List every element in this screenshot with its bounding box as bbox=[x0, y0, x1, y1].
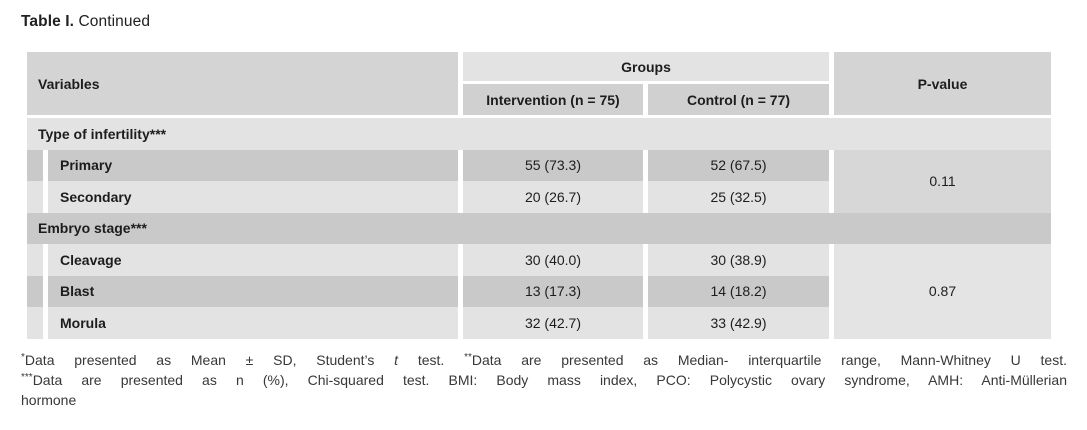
footnote-line-3: hormone bbox=[21, 390, 1067, 410]
pvalue-cell-embryo-stage: 0.87 bbox=[834, 244, 1051, 339]
cell-value: 32 (42.7) bbox=[463, 307, 643, 339]
pvalue-cell-infertility: 0.11 bbox=[834, 149, 1051, 213]
row-indent-strip bbox=[27, 307, 43, 339]
col-header-control: Control (n = 77) bbox=[648, 84, 829, 115]
section-row-type-of-infertility: Type of infertility*** bbox=[27, 118, 1051, 150]
table-title-number: Table I. bbox=[21, 13, 75, 30]
footnote-line-2: ***Data are presented as n (%), Chi-squa… bbox=[21, 370, 1067, 390]
row-label-morula: Morula bbox=[48, 307, 458, 339]
row-indent-strip bbox=[27, 244, 43, 276]
cell-value: 33 (42.9) bbox=[648, 307, 829, 339]
table-title-suffix: Continued bbox=[78, 13, 151, 30]
row-indent-strip bbox=[27, 149, 43, 181]
row-label-blast: Blast bbox=[48, 275, 458, 307]
cell-value: 30 (40.0) bbox=[463, 244, 643, 276]
cell-value: 13 (17.3) bbox=[463, 275, 643, 307]
table-footnotes: *Data presented as Mean ± SD, Student’s … bbox=[21, 350, 1067, 410]
cell-value: 30 (38.9) bbox=[648, 244, 829, 276]
footnote-text: test. bbox=[398, 352, 465, 368]
col-header-variables: Variables bbox=[27, 52, 458, 115]
row-indent-strip bbox=[27, 181, 43, 213]
footnote-marker: *** bbox=[21, 372, 33, 383]
cell-value: 14 (18.2) bbox=[648, 275, 829, 307]
cell-value: 20 (26.7) bbox=[463, 181, 643, 213]
footnote-text: Data presented as Mean ± SD, Student’s bbox=[24, 352, 395, 368]
footnote-line-1: *Data presented as Mean ± SD, Student’s … bbox=[21, 350, 1067, 370]
table-title: Table I. Continued bbox=[21, 13, 150, 31]
footnote-marker: * bbox=[21, 352, 25, 363]
row-indent-strip bbox=[27, 275, 43, 307]
footnote-text: Data are presented as n (%), Chi-squared… bbox=[32, 372, 1067, 388]
cell-value: 52 (67.5) bbox=[648, 149, 829, 181]
data-table: Variables Groups Intervention (n = 75) C… bbox=[27, 52, 1051, 339]
footnote-marker: ** bbox=[464, 352, 472, 363]
footnote-text: hormone bbox=[21, 392, 77, 408]
row-label-primary: Primary bbox=[48, 149, 458, 181]
col-header-pvalue: P-value bbox=[834, 52, 1051, 115]
row-label-secondary: Secondary bbox=[48, 181, 458, 213]
cell-value: 25 (32.5) bbox=[648, 181, 829, 213]
col-header-groups: Groups bbox=[463, 52, 829, 81]
footnote-text: t bbox=[394, 352, 399, 368]
col-header-intervention: Intervention (n = 75) bbox=[463, 84, 643, 115]
section-row-embryo-stage: Embryo stage*** bbox=[27, 212, 1051, 244]
footnote-text: Data are presented as Median- interquart… bbox=[471, 352, 1067, 368]
cell-value: 55 (73.3) bbox=[463, 149, 643, 181]
row-label-cleavage: Cleavage bbox=[48, 244, 458, 276]
